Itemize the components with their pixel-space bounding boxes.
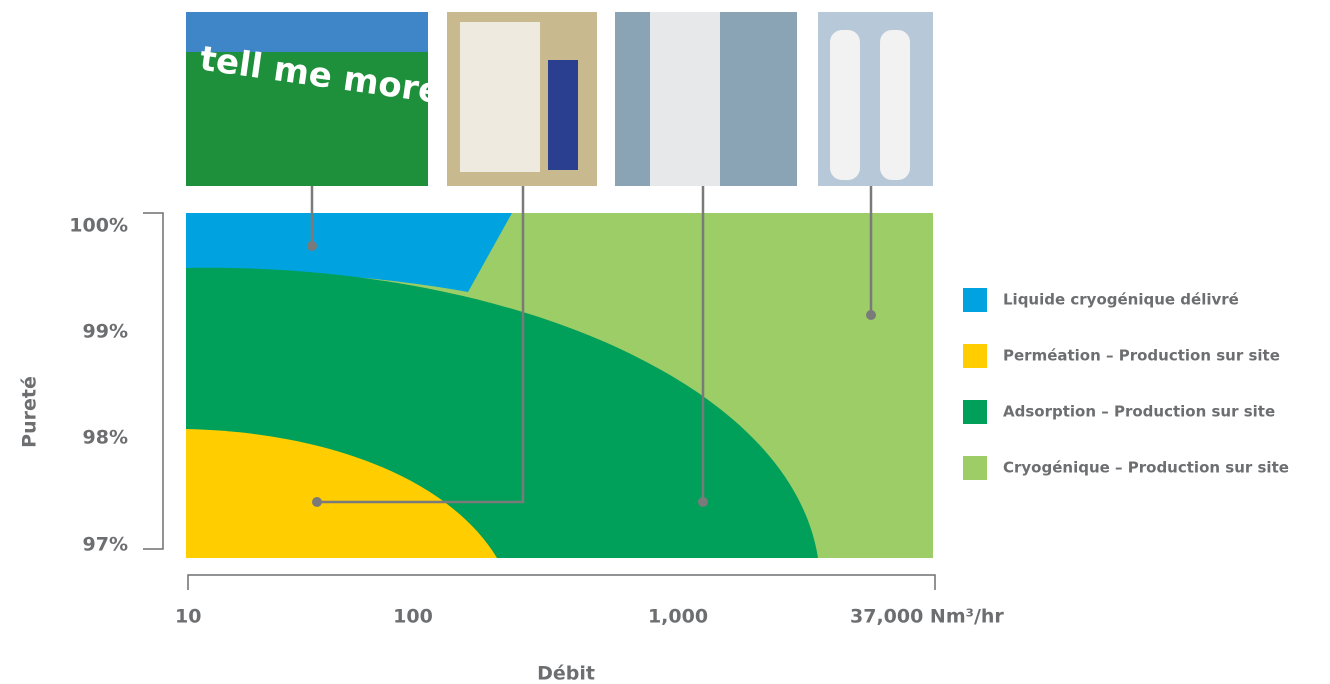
legend-swatch [963, 344, 987, 368]
y-label: 99% [83, 321, 128, 343]
region-permeation [186, 429, 497, 558]
legend: Liquide cryogénique délivré Perméation – … [963, 288, 1289, 480]
x-label: 37,000 Nm³/hr [850, 606, 1004, 628]
x-label: 1,000 [648, 606, 708, 628]
leader-dot [698, 497, 708, 507]
leader-dot [866, 310, 876, 320]
y-label: 98% [83, 427, 128, 449]
legend-swatch [963, 456, 987, 480]
x-axis-bracket [187, 574, 936, 590]
photo-sky [186, 12, 428, 52]
leaders [310, 186, 873, 504]
photo-tower [830, 30, 860, 180]
photo-tower [880, 30, 910, 180]
leader-dot [312, 497, 322, 507]
photo-person [548, 60, 578, 170]
x-label: 100 [393, 606, 433, 628]
legend-label: Perméation – Production sur site [1003, 347, 1280, 365]
leader-line [317, 186, 525, 504]
photo-cabinet [460, 22, 540, 172]
y-label: 97% [83, 534, 128, 556]
photos: tell me more [186, 12, 933, 186]
leader-dots [307, 241, 876, 507]
legend-swatch [963, 288, 987, 312]
leader-dot [307, 241, 317, 251]
legend-label: Cryogénique – Production sur site [1003, 459, 1289, 477]
x-axis-title: Débit [537, 663, 595, 684]
legend-label: Adsorption – Production sur site [1003, 403, 1275, 421]
photo-tank [650, 12, 720, 186]
legend-label: Liquide cryogénique délivré [1003, 291, 1239, 309]
x-label: 10 [175, 606, 201, 628]
y-label: 100% [69, 215, 128, 237]
legend-swatch [963, 400, 987, 424]
region-liquid [186, 213, 512, 292]
y-axis-bracket [143, 212, 164, 550]
y-axis-title: Pureté [19, 376, 41, 448]
